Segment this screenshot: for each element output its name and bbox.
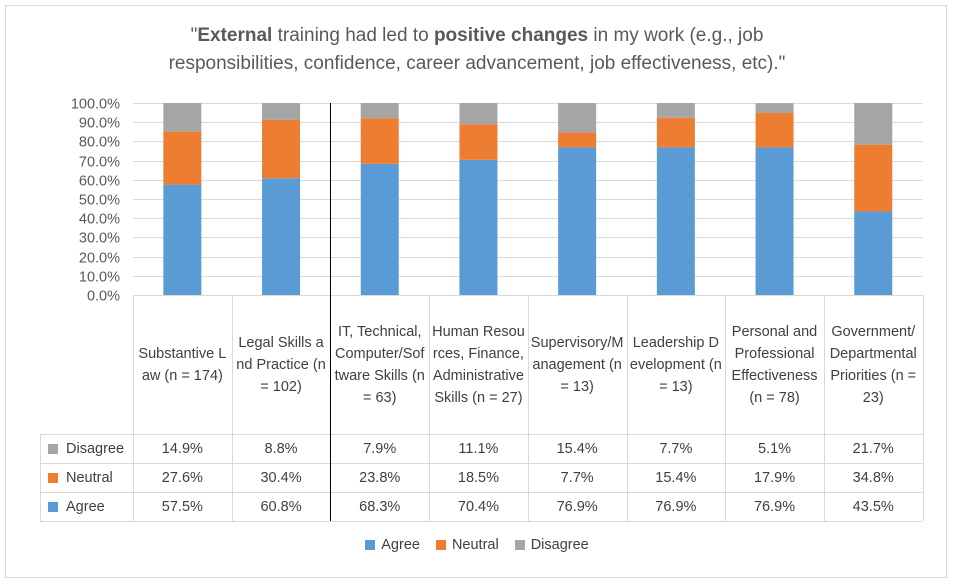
legend-key-agree (365, 540, 376, 550)
legend-label: Neutral (451, 537, 499, 553)
table-row-label: Agree (40, 492, 133, 521)
legend-item: Disagree (514, 537, 589, 553)
table-cell: 70.4% (457, 498, 499, 515)
table-cell: 76.9% (753, 498, 796, 515)
table-cell: 11.1% (458, 440, 499, 457)
table-cell: 43.5% (852, 498, 894, 515)
legend-key-disagree (48, 443, 58, 454)
title-part: " (190, 25, 198, 46)
bar-agree (459, 159, 498, 295)
bar-agree (163, 184, 202, 295)
bar-agree (262, 178, 301, 295)
table-row-name: Neutral (66, 469, 113, 486)
category-label: Substantive Law (n = 174) (138, 345, 227, 384)
category-label: IT, Technical, Computer/Software Skills … (334, 323, 425, 406)
table-cell: 68.3% (359, 498, 401, 515)
bar-agree (360, 163, 399, 295)
y-tick-label: 10.0% (79, 270, 120, 286)
table-cell: 18.5% (457, 469, 499, 486)
bar-neutral (360, 118, 399, 164)
title-bold-part: External (197, 25, 273, 46)
bar-agree (755, 147, 794, 295)
bar-disagree (854, 103, 893, 145)
table-cell: 15.4% (655, 469, 697, 486)
table-cell: 7.7% (560, 469, 594, 486)
legend-item: Agree (365, 537, 420, 553)
table-cell: 17.9% (753, 469, 796, 486)
y-tick-label: 0.0% (87, 289, 120, 305)
bar-agree (558, 147, 597, 295)
bar-agree (854, 211, 893, 295)
legend-key-disagree (514, 540, 525, 550)
y-tick-label: 30.0% (79, 231, 120, 247)
y-tick-label: 80.0% (79, 135, 120, 151)
table-cell: 8.8% (264, 440, 298, 457)
category-label: Government/Departmental Priorities (n = … (829, 323, 917, 406)
table-cell: 23.8% (359, 469, 401, 486)
y-tick-label: 90.0% (79, 116, 120, 132)
table-row-name: Disagree (66, 440, 125, 457)
table-cell: 14.9% (161, 440, 203, 457)
y-tick-label: 40.0% (79, 212, 120, 228)
table-cell: 7.7% (659, 440, 693, 457)
category-label: Human Resources, Finance, Administrative… (432, 323, 525, 406)
table-cell: 30.4% (260, 469, 302, 486)
bar-disagree (558, 103, 597, 133)
bar-neutral (755, 112, 794, 148)
table-cell: 60.8% (260, 498, 302, 515)
table-cell: 15.4% (556, 440, 598, 457)
table-cell: 27.6% (161, 469, 203, 486)
legend-key-neutral (435, 540, 446, 550)
category-label: Legal Skills and Practice (n = 102) (236, 334, 326, 395)
bar-agree (656, 147, 695, 295)
table-cell: 21.7% (852, 440, 894, 457)
y-tick-label: 50.0% (79, 193, 120, 209)
bar-neutral (854, 144, 893, 212)
bar-disagree (163, 103, 202, 132)
bar-neutral (558, 132, 597, 148)
legend-label: Agree (381, 537, 420, 553)
legend-key-neutral (48, 472, 58, 483)
table-row-name: Agree (66, 498, 105, 515)
legend-item: Neutral (435, 537, 499, 553)
table-cell: 76.9% (556, 498, 598, 515)
category-label: Leadership Development (n = 13) (629, 334, 722, 395)
bar-neutral (262, 119, 301, 179)
chart-title: "External training had led to positive c… (0, 22, 954, 78)
table-cell: 76.9% (655, 498, 697, 515)
title-part: training had led to (272, 25, 434, 46)
title-bold-part: positive changes (433, 25, 589, 46)
table-cell: 7.9% (363, 440, 397, 457)
legend-label: Disagree (530, 537, 589, 553)
y-tick-label: 100.0% (71, 97, 120, 113)
table-row-label: Neutral (40, 463, 133, 492)
bar-disagree (755, 103, 794, 113)
bar-disagree (360, 103, 399, 119)
table-cell: 5.1% (758, 440, 792, 457)
chart-legend: Agree Neutral Disagree (0, 537, 954, 553)
bar-neutral (459, 124, 498, 160)
y-tick-label: 60.0% (79, 174, 120, 190)
bar-neutral (163, 131, 202, 185)
title-part: in my work (e.g., job responsibilities, … (168, 25, 786, 74)
bar-disagree (459, 103, 498, 125)
table-row-label: Disagree (40, 434, 133, 463)
category-label: Supervisory/Management (n = 13) (530, 334, 624, 395)
bar-disagree (262, 103, 301, 120)
table-cell: 34.8% (852, 469, 894, 486)
y-tick-label: 20.0% (79, 251, 120, 267)
table-cell: 57.5% (161, 498, 203, 515)
y-tick-label: 70.0% (79, 155, 120, 171)
bar-neutral (656, 117, 695, 148)
category-label: Personal and Professional Effectiveness … (731, 323, 818, 406)
legend-key-agree (48, 501, 58, 512)
bar-disagree (656, 103, 695, 118)
